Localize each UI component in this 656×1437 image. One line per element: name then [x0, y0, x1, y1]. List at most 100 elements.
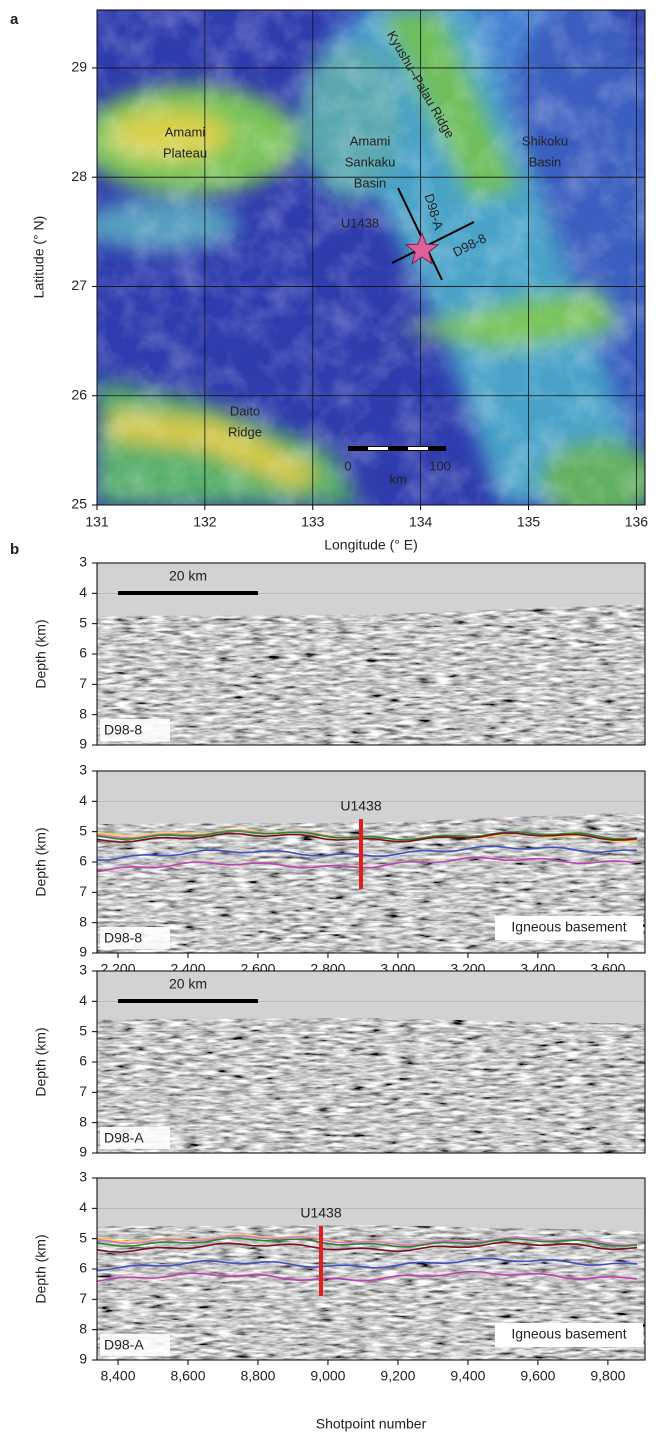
water-column — [97, 1178, 645, 1232]
line-label-box — [100, 1334, 170, 1356]
line-label-box — [100, 927, 170, 949]
line-label: D98-8 — [104, 722, 142, 738]
x-tick-label: 132 — [193, 514, 217, 530]
annotation-box — [495, 916, 643, 940]
x-axis-label: Longitude (° E) — [324, 537, 418, 553]
horizon — [96, 832, 638, 844]
survey-line — [391, 221, 475, 264]
y-tick-label: 8 — [79, 913, 87, 929]
panel-frame — [96, 1177, 646, 1361]
scale-label: 0 — [344, 458, 351, 473]
horizon — [96, 830, 638, 841]
horizon — [96, 1257, 638, 1272]
horizon — [96, 1270, 638, 1283]
y-tick-label: 4 — [79, 584, 87, 600]
y-tick-label: 25 — [71, 496, 87, 512]
x-tick-label: 8,800 — [240, 1368, 275, 1384]
y-tick-label: 3 — [79, 962, 87, 978]
water-column — [97, 771, 645, 825]
x-tick-label: 8,400 — [100, 1368, 135, 1384]
place-label: Plateau — [163, 145, 207, 160]
horizon — [96, 1241, 638, 1254]
y-tick-label: 27 — [71, 277, 87, 293]
y-tick-label: 9 — [79, 736, 87, 752]
place-label: Basin — [354, 175, 387, 190]
place-label: Sankaku — [345, 154, 396, 169]
y-tick-label: 29 — [71, 59, 87, 75]
scale-label: km — [389, 471, 406, 486]
scale-bar — [348, 446, 446, 451]
y-axis-label: Depth (km) — [33, 619, 49, 688]
place-label: Daito — [230, 403, 260, 418]
site-label: U1438 — [300, 1205, 341, 1221]
scale-label: 20 km — [169, 568, 207, 584]
panel-label: b — [10, 541, 19, 558]
y-tick-label: 6 — [79, 1053, 87, 1069]
y-axis-label: Depth (km) — [33, 827, 49, 896]
panel-frame — [96, 562, 646, 746]
place-label: Ridge — [228, 424, 262, 439]
line-label: D98-A — [104, 1337, 144, 1353]
y-axis-label: Latitude (° N) — [31, 216, 47, 299]
place-label: Shikoku — [522, 133, 568, 148]
y-axis-label: Depth (km) — [33, 1027, 49, 1096]
y-tick-label: 7 — [79, 1083, 87, 1099]
y-tick-label: 6 — [79, 853, 87, 869]
place-label: Amami — [350, 133, 391, 148]
y-tick-label: 5 — [79, 822, 87, 838]
panel-frame — [96, 770, 646, 954]
y-tick-label: 6 — [79, 1260, 87, 1276]
x-tick-label: 9,200 — [380, 1368, 415, 1384]
y-tick-label: 9 — [79, 1144, 87, 1160]
annotation: Igneous basement — [511, 919, 626, 935]
scale-bar — [368, 447, 388, 450]
x-tick-label: 133 — [301, 514, 325, 530]
y-tick-label: 9 — [79, 944, 87, 960]
y-tick-label: 8 — [79, 1113, 87, 1129]
y-tick-label: 4 — [79, 1199, 87, 1215]
x-tick-label: 9,400 — [450, 1368, 485, 1384]
survey-line — [397, 187, 443, 281]
horizon — [96, 1237, 638, 1248]
line-label-box — [100, 1127, 170, 1149]
y-tick-label: 5 — [79, 1229, 87, 1245]
y-tick-label: 28 — [71, 168, 87, 184]
place-label: Amami — [165, 124, 206, 139]
y-tick-label: 6 — [79, 645, 87, 661]
x-tick-label: 131 — [85, 514, 109, 530]
bathymetry — [97, 10, 645, 505]
line-label: D98-A — [104, 1130, 144, 1146]
y-tick-label: 8 — [79, 1320, 87, 1336]
y-tick-label: 3 — [79, 554, 87, 570]
y-tick-label: 7 — [79, 883, 87, 899]
y-tick-label: 8 — [79, 705, 87, 721]
y-tick-label: 5 — [79, 1022, 87, 1038]
y-tick-label: 26 — [71, 386, 87, 402]
site-star — [404, 231, 440, 265]
horizon — [96, 856, 638, 873]
y-tick-label: 7 — [79, 675, 87, 691]
scale-label: 100 — [429, 458, 451, 473]
scale-label: 20 km — [169, 976, 207, 992]
line-label-box — [100, 719, 170, 741]
y-tick-label: 3 — [79, 762, 87, 778]
panel-label: a — [10, 11, 19, 28]
y-tick-label: 5 — [79, 614, 87, 630]
water-column — [97, 971, 645, 1025]
scale-bar — [408, 447, 428, 450]
x-tick-label: 8,600 — [170, 1368, 205, 1384]
y-tick-label: 9 — [79, 1351, 87, 1367]
annotation-box — [495, 1323, 643, 1347]
x-tick-label: 9,800 — [590, 1368, 625, 1384]
horizon — [96, 845, 638, 861]
y-tick-label: 4 — [79, 792, 87, 808]
place-label: Basin — [529, 154, 562, 169]
x-axis-label: Shotpoint number — [316, 1416, 427, 1432]
x-tick-label: 135 — [517, 514, 541, 530]
panel-frame — [96, 970, 646, 1154]
water-column — [97, 563, 645, 617]
x-tick-label: 136 — [625, 514, 649, 530]
annotation: Igneous basement — [511, 1326, 626, 1342]
y-tick-label: 4 — [79, 992, 87, 1008]
x-tick-label: 134 — [409, 514, 433, 530]
